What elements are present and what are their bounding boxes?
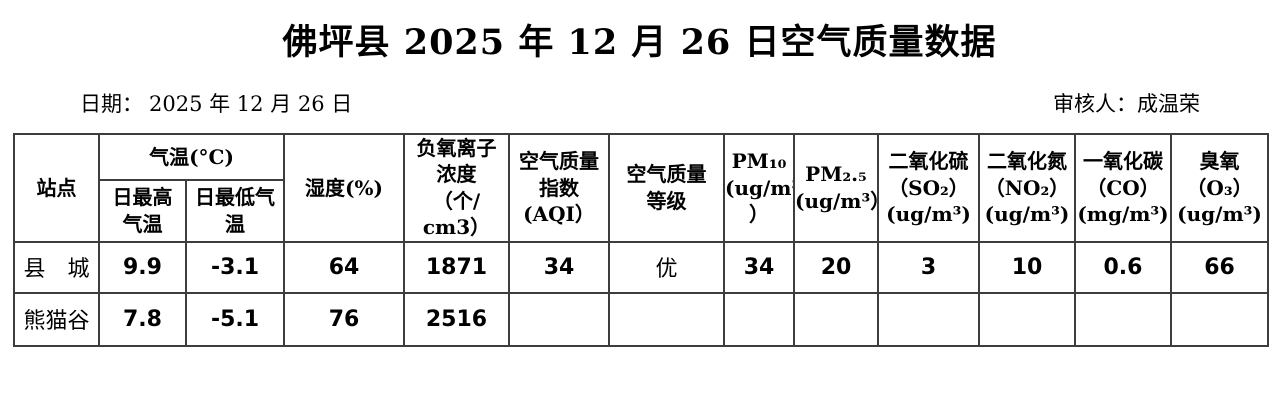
header-row-2: 日最高 气温 日最低气 温 — [14, 178, 1268, 243]
air-quality-table: 站点 气温(°C) 湿度(%) 负氧离子 浓度 （个/ cm3） 空气质量 指数… — [13, 133, 1269, 347]
header-row-1: 站点 气温(°C) 湿度(%) 负氧离子 浓度 （个/ cm3） 空气质量 指数… — [13, 133, 1269, 243]
table-cell: 64 — [283, 240, 405, 294]
date-value: 2025 年 12 月 26 日 — [149, 92, 353, 116]
table-cell — [978, 291, 1076, 347]
reviewer-field: 审核人：成温荣 — [1053, 88, 1200, 118]
table-cell — [1074, 291, 1172, 347]
date-label: 日期： — [80, 92, 143, 116]
table-cell: 7.8 — [98, 291, 187, 347]
table-cell: 20 — [793, 240, 879, 294]
table-cell: 34 — [723, 240, 795, 294]
table-cell: 2516 — [403, 291, 510, 347]
col-header-aqi-grade: 空气质量 等级 — [608, 133, 725, 243]
col-header-pm10: PM₁₀ (ug/m³ ） — [723, 133, 795, 243]
table-cell — [877, 291, 980, 347]
table-cell: -5.1 — [185, 291, 285, 347]
table-cell: 10 — [978, 240, 1076, 294]
table-cell — [723, 291, 795, 347]
table-cell — [1170, 291, 1269, 347]
reviewer-value: 成温荣 — [1137, 92, 1200, 116]
table-cell: 0.6 — [1074, 240, 1172, 294]
table-row-pandavalley: 熊猫谷 7.8 -5.1 76 2516 — [13, 291, 1269, 347]
cell-station-name: 熊猫谷 — [13, 291, 100, 347]
reviewer-label: 审核人： — [1053, 92, 1137, 116]
table-cell — [608, 291, 725, 347]
col-header-aqi: 空气质量 指数 (AQI） — [508, 133, 610, 243]
table-cell: 34 — [508, 240, 610, 294]
meta-row: 日期： 2025 年 12 月 26 日 审核人：成温荣 — [0, 88, 1279, 118]
page-title: 佛坪县 2025 年 12 月 26 日空气质量数据 — [282, 22, 997, 63]
table-cell — [508, 291, 610, 347]
date-field: 日期： 2025 年 12 月 26 日 — [80, 88, 352, 118]
col-header-o3: 臭氧 （O₃） (ug/m³) — [1170, 133, 1269, 243]
col-header-temp-min: 日最低气 温 — [185, 178, 285, 243]
table-row-county: 县 城 9.9 -3.1 64 1871 34 优 34 20 3 10 0.6… — [13, 240, 1269, 294]
col-header-temp-max: 日最高 气温 — [98, 178, 187, 243]
table-cell: 1871 — [403, 240, 510, 294]
table-cell: 9.9 — [98, 240, 187, 294]
col-header-anion-concentration: 负氧离子 浓度 （个/ cm3） — [403, 133, 510, 243]
col-header-so2: 二氧化硫 （SO₂） (ug/m³) — [877, 133, 980, 243]
table-cell: 3 — [877, 240, 980, 294]
table-cell: 76 — [283, 291, 405, 347]
cell-aqi-grade: 优 — [608, 240, 725, 294]
col-header-co: 一氧化碳 （CO） (mg/m³) — [1074, 133, 1172, 243]
cell-station-name: 县 城 — [13, 240, 100, 294]
table-cell: -3.1 — [185, 240, 285, 294]
col-header-no2: 二氧化氮 （NO₂） (ug/m³) — [978, 133, 1076, 243]
col-header-pm25: PM₂.₅ (ug/m³） — [793, 133, 879, 243]
col-header-station: 站点 — [13, 133, 100, 243]
table-cell: 66 — [1170, 240, 1269, 294]
col-header-humidity: 湿度(%) — [283, 133, 405, 243]
table-cell — [793, 291, 879, 347]
col-header-temperature-group: 气温(°C) — [98, 133, 285, 181]
